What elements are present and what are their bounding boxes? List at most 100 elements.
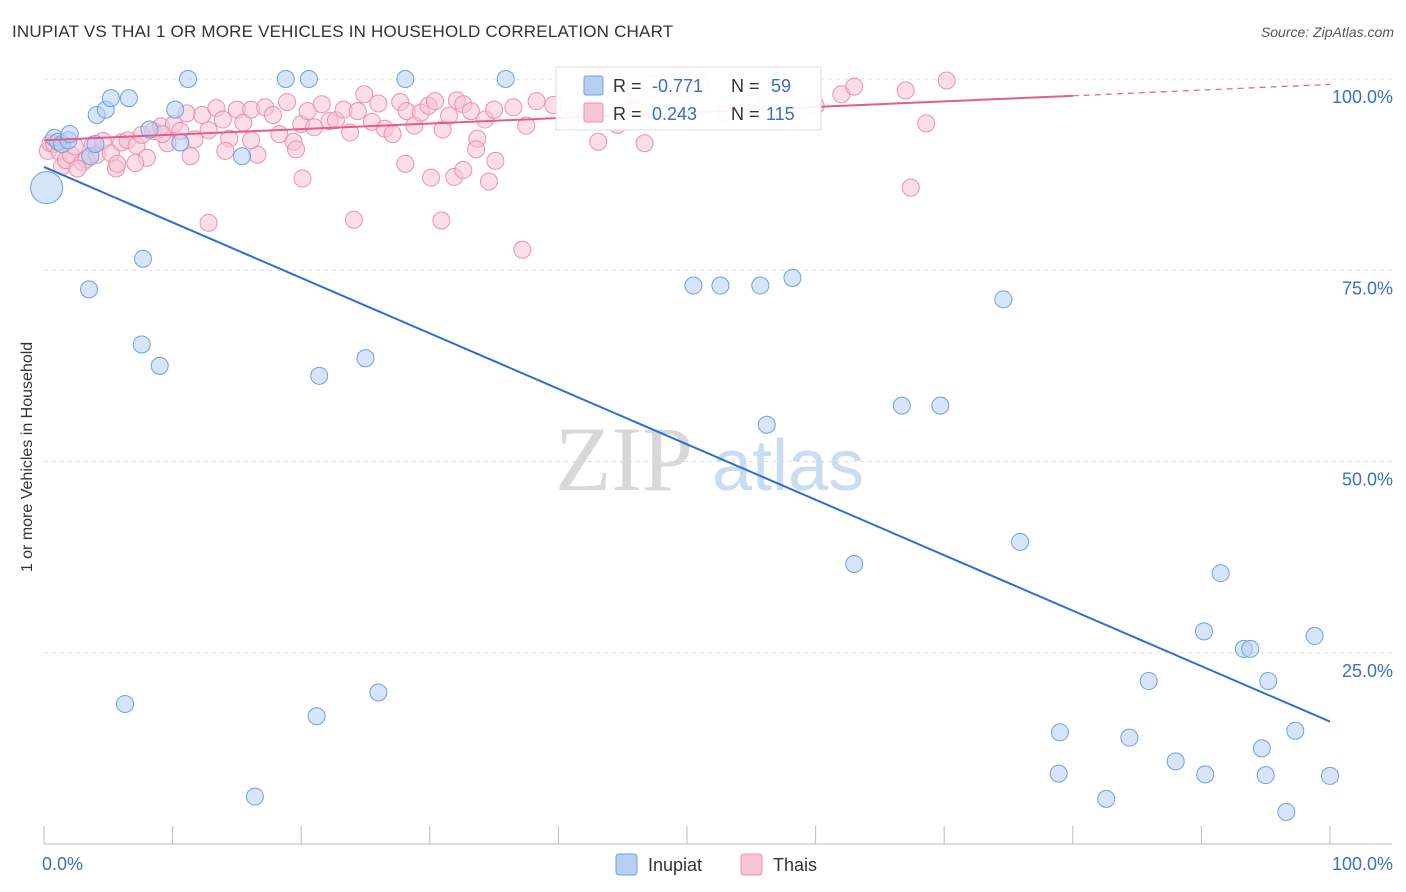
inupiat-point: [245, 787, 264, 806]
thais-point: [344, 210, 363, 229]
inupiat-point: [310, 366, 329, 385]
inupiat-point: [179, 70, 198, 88]
watermark-atlas: atlas: [712, 426, 864, 506]
thais-point: [287, 140, 306, 159]
inupiat-point: [783, 268, 802, 287]
thais-point: [467, 140, 486, 159]
thais-point: [454, 161, 473, 180]
inupiat-point: [369, 683, 388, 702]
thais-point: [213, 110, 232, 129]
thais-point: [901, 178, 920, 197]
thais-point: [341, 123, 360, 142]
inupiat-point: [1050, 723, 1069, 742]
inupiat-point: [1256, 766, 1275, 785]
thais-point: [348, 102, 367, 121]
thais-point: [440, 106, 459, 125]
inupiat-point: [1321, 766, 1339, 785]
inupiat-point: [307, 707, 326, 726]
inupiat-point: [171, 133, 190, 152]
thais-point: [199, 121, 218, 140]
thais-point: [383, 125, 402, 144]
inupiat-point: [1241, 639, 1260, 658]
legend-swatch-inupiat: [583, 75, 604, 96]
thais-point: [896, 81, 915, 100]
inupiat-point: [1196, 765, 1215, 784]
inupiat-points: [30, 70, 1339, 821]
thais-point: [199, 213, 218, 232]
inupiat-point: [150, 356, 169, 375]
inupiat-point: [1277, 802, 1296, 821]
trend-layer: [43, 83, 1331, 723]
inupiat-point: [356, 349, 375, 368]
inupiat-point: [496, 70, 515, 88]
y-tick-label: 50.0%: [1342, 470, 1393, 490]
inupiat-point: [299, 70, 318, 88]
inupiat-point: [140, 120, 159, 139]
thais-point: [242, 131, 261, 150]
legend-n-value-thais: 115: [766, 104, 795, 124]
inupiat-point: [30, 171, 64, 205]
thais-point: [422, 168, 441, 187]
inupiat-point: [101, 89, 120, 108]
inupiat-point: [134, 249, 153, 268]
chart-title: INUPIAT VS THAI 1 OR MORE VEHICLES IN HO…: [12, 22, 674, 41]
inupiat-point: [684, 276, 703, 295]
thais-point: [461, 102, 480, 121]
thais-trend-line-extension: [1072, 83, 1331, 97]
thais-point: [486, 151, 505, 170]
legend-r-label-thais: R =: [613, 104, 642, 124]
thais-point: [305, 118, 324, 137]
thais-point: [479, 172, 498, 191]
inupiat-trend-line: [43, 166, 1331, 723]
inupiat-point: [1211, 564, 1230, 583]
thais-point: [517, 116, 536, 135]
thais-point: [312, 95, 331, 114]
inupiat-point: [711, 276, 730, 295]
inupiat-point: [119, 89, 138, 108]
inupiat-point: [1259, 672, 1278, 691]
thais-point: [126, 154, 145, 173]
thais-point: [635, 134, 654, 153]
inupiat-point: [396, 70, 415, 88]
thais-point: [181, 147, 200, 166]
thais-point: [917, 114, 936, 133]
thais-point: [355, 85, 374, 104]
legend-n-label-inupiat: N =: [731, 76, 760, 96]
y-tick-label: 100.0%: [1332, 87, 1393, 107]
x-tick-label-min: 0.0%: [42, 854, 83, 874]
legend-r-label-inupiat: R =: [613, 76, 642, 96]
thais-point: [369, 94, 388, 113]
thais-point: [425, 92, 444, 111]
inupiat-point: [845, 555, 864, 574]
inupiat-point: [1286, 721, 1305, 740]
inupiat-point: [276, 70, 295, 88]
thais-point: [263, 105, 282, 124]
y-tick-label: 75.0%: [1342, 278, 1393, 298]
thais-point: [293, 169, 312, 188]
source-label: Source: ZipAtlas.com: [1260, 24, 1394, 40]
bottom-legend-label-thais: Thais: [773, 855, 817, 875]
inupiat-point: [1011, 532, 1030, 551]
inupiat-point: [1049, 764, 1068, 783]
legend-box: R = -0.771 N = 59 R = 0.243 N = 115: [555, 66, 822, 131]
legend-r-value-inupiat: -0.771: [652, 76, 703, 96]
inupiat-point: [233, 147, 252, 166]
inupiat-point: [931, 396, 950, 415]
x-tick-label-max: 100.0%: [1332, 854, 1393, 874]
thais-point: [527, 92, 546, 111]
thais-point: [589, 132, 608, 151]
legend-n-label-thais: N =: [731, 104, 760, 124]
inupiat-point: [751, 276, 770, 295]
thais-point: [432, 211, 451, 230]
grid-layer: 25.0% 50.0% 75.0% 100.0%: [44, 78, 1393, 681]
thais-point: [278, 92, 297, 111]
watermark-zip: ZIP: [555, 408, 693, 510]
inupiat-point: [166, 100, 185, 119]
inupiat-point: [1120, 728, 1139, 747]
thais-point: [108, 154, 127, 173]
inupiat-point: [116, 695, 135, 714]
thais-point: [513, 240, 532, 259]
inupiat-point: [86, 135, 105, 154]
inupiat-point: [132, 335, 151, 354]
